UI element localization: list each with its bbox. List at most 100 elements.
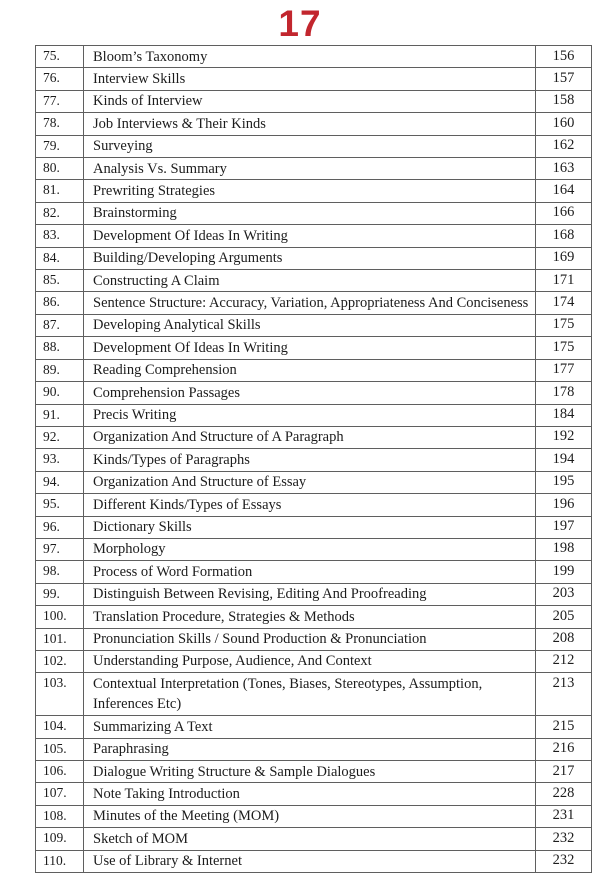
row-page-cell: 196 <box>535 493 592 517</box>
table-row: 94. Organization And Structure of Essay 19… <box>35 470 592 495</box>
table-row: 92. Organization And Structure of A Parag… <box>35 425 592 450</box>
row-title-cell: Constructing A Claim <box>83 269 536 293</box>
row-title-cell: Reading Comprehension <box>83 358 536 383</box>
row-title-cell: Analysis Vs. Summary <box>83 157 536 181</box>
row-page-cell: 232 <box>535 849 592 873</box>
table-row: 80. Analysis Vs. Summary 163 <box>35 157 592 181</box>
row-number-cell: 99. <box>35 582 84 607</box>
row-title-cell: Job Interviews & Their Kinds <box>83 112 536 136</box>
row-number-cell: 110. <box>35 849 84 873</box>
row-title-cell: Interview Skills <box>83 67 536 91</box>
row-number-cell: 94. <box>35 470 84 495</box>
table-row: 89. Reading Comprehension 177 <box>35 358 592 383</box>
row-page-cell: 166 <box>535 201 592 226</box>
row-number-cell: 103. <box>35 672 84 717</box>
page-title: 17 <box>278 3 322 44</box>
row-page-cell: 163 <box>535 157 592 181</box>
row-title-cell: Building/Developing Arguments <box>83 246 536 271</box>
table-row: 85. Constructing A Claim 171 <box>35 269 592 293</box>
table-row: 82. Brainstorming 166 <box>35 201 592 226</box>
row-title-cell: Contextual Interpretation (Tones, Biases… <box>83 672 536 717</box>
row-title-cell: Dialogue Writing Structure & Sample Dial… <box>83 759 536 784</box>
row-number-cell: 96. <box>35 515 84 539</box>
row-number-cell: 86. <box>35 291 84 315</box>
row-number-cell: 108. <box>35 804 84 829</box>
table-row: 109. Sketch of MOM 232 <box>35 827 592 851</box>
row-page-cell: 212 <box>535 649 592 674</box>
row-page-cell: 175 <box>535 336 592 360</box>
row-title-cell: Precis Writing <box>83 403 536 427</box>
table-row: 99. Distinguish Between Revising, Editing… <box>35 582 592 607</box>
row-page-cell: 184 <box>535 403 592 427</box>
table-row: 93. Kinds/Types of Paragraphs 194 <box>35 448 592 472</box>
row-page-cell: 160 <box>535 112 592 136</box>
row-page-cell: 199 <box>535 560 592 584</box>
table-row: 110. Use of Library & Internet 232 <box>35 849 592 873</box>
row-number-cell: 92. <box>35 425 84 450</box>
row-title-cell: Sentence Structure: Accuracy, Variation,… <box>83 291 536 315</box>
table-row: 84. Building/Developing Arguments 169 <box>35 246 592 271</box>
table-row: 106. Dialogue Writing Structure & Sample … <box>35 759 592 784</box>
row-number-cell: 106. <box>35 759 84 784</box>
row-title-cell: Use of Library & Internet <box>83 849 536 873</box>
row-page-cell: 171 <box>535 269 592 293</box>
row-number-cell: 82. <box>35 201 84 226</box>
table-row: 87. Developing Analytical Skills 175 <box>35 313 592 338</box>
table-row: 98. Process of Word Formation 199 <box>35 560 592 584</box>
table-row: 97. Morphology 198 <box>35 537 592 562</box>
row-title-cell: Process of Word Formation <box>83 560 536 584</box>
row-page-cell: 228 <box>535 782 592 806</box>
row-number-cell: 89. <box>35 358 84 383</box>
row-title-cell: Comprehension Passages <box>83 381 536 405</box>
row-page-cell: 192 <box>535 425 592 450</box>
row-number-cell: 78. <box>35 112 84 136</box>
table-row: 88. Development Of Ideas In Writing 175 <box>35 336 592 360</box>
row-number-cell: 76. <box>35 67 84 91</box>
table-row: 79. Surveying 162 <box>35 134 592 159</box>
row-title-cell: Summarizing A Text <box>83 715 536 739</box>
row-number-cell: 75. <box>35 44 84 69</box>
row-number-cell: 93. <box>35 448 84 472</box>
row-page-cell: 177 <box>535 358 592 383</box>
table-row: 83. Development Of Ideas In Writing 168 <box>35 224 592 248</box>
row-page-cell: 198 <box>535 537 592 562</box>
row-page-cell: 168 <box>535 224 592 248</box>
row-number-cell: 95. <box>35 493 84 517</box>
row-page-cell: 162 <box>535 134 592 159</box>
table-row: 103. Contextual Interpretation (Tones, Bi… <box>35 672 592 717</box>
row-page-cell: 203 <box>535 582 592 607</box>
row-title-cell: Development Of Ideas In Writing <box>83 224 536 248</box>
row-title-cell: Morphology <box>83 537 536 562</box>
table-row: 95. Different Kinds/Types of Essays 196 <box>35 493 592 517</box>
row-page-cell: 157 <box>535 67 592 91</box>
row-number-cell: 107. <box>35 782 84 806</box>
row-title-cell: Sketch of MOM <box>83 827 536 851</box>
row-title-cell: Different Kinds/Types of Essays <box>83 493 536 517</box>
table-row: 104. Summarizing A Text 215 <box>35 715 592 739</box>
row-title-cell: Minutes of the Meeting (MOM) <box>83 804 536 829</box>
row-page-cell: 174 <box>535 291 592 315</box>
row-page-cell: 197 <box>535 515 592 539</box>
table-row: 107. Note Taking Introduction 228 <box>35 782 592 806</box>
row-page-cell: 232 <box>535 827 592 851</box>
row-page-cell: 158 <box>535 89 592 114</box>
row-title-cell: Paraphrasing <box>83 737 536 762</box>
table-row: 77. Kinds of Interview 158 <box>35 89 592 114</box>
row-title-cell: Understanding Purpose, Audience, And Con… <box>83 649 536 674</box>
table-row: 101. Pronunciation Skills / Sound Product… <box>35 627 592 651</box>
row-title-cell: Developing Analytical Skills <box>83 313 536 338</box>
table-row: 108. Minutes of the Meeting (MOM) 231 <box>35 804 592 829</box>
row-page-cell: 195 <box>535 470 592 495</box>
table-row: 90. Comprehension Passages 178 <box>35 381 592 405</box>
row-number-cell: 97. <box>35 537 84 562</box>
row-number-cell: 109. <box>35 827 84 851</box>
row-title-cell: Dictionary Skills <box>83 515 536 539</box>
row-title-cell: Prewriting Strategies <box>83 179 536 203</box>
row-page-cell: 216 <box>535 737 592 762</box>
row-number-cell: 100. <box>35 605 84 629</box>
row-number-cell: 87. <box>35 313 84 338</box>
table-row: 76. Interview Skills 157 <box>35 67 592 91</box>
table-row: 100. Translation Procedure, Strategies & … <box>35 605 592 629</box>
row-number-cell: 79. <box>35 134 84 159</box>
row-page-cell: 215 <box>535 715 592 739</box>
